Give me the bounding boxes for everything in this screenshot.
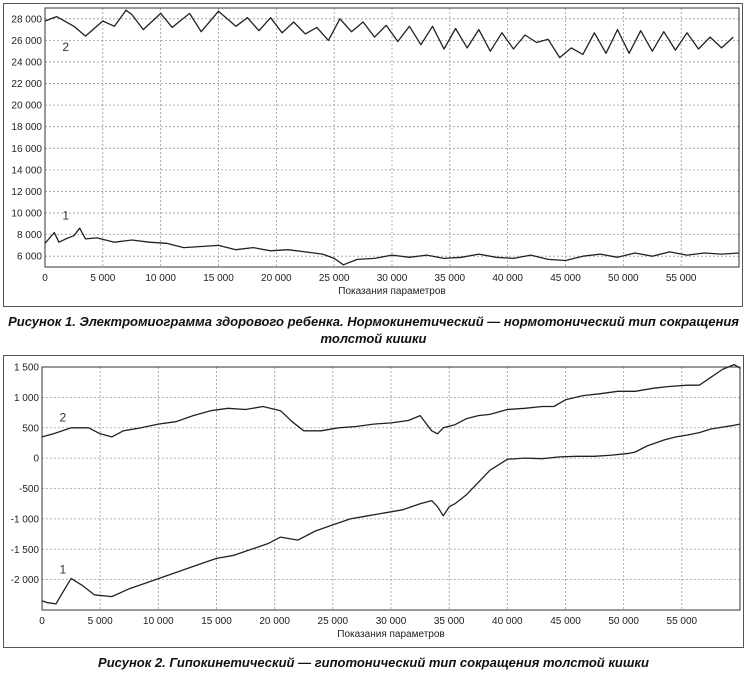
chart2-y-tick-label: 500 [22,423,39,434]
figure-1: 6 000 8 000 10 000 12 000 14 000 16 000 18 000… [3,3,743,346]
figure-1-caption: Рисунок 1. Электромиограмма здорового ре… [8,314,739,346]
chart1-series-1-line [44,227,740,266]
chart1-x-tick-label: 15 000 [203,273,234,284]
chart2-x-tick-label: 0 [39,616,45,627]
chart1-series-2-label: 2 [62,40,69,54]
chart1-x-axis-title: Показания параметров [338,286,445,297]
chart2-x-axis-title: Показания параметров [337,629,444,640]
chart1-y-tick-label: 10 000 [11,209,42,220]
chart1-x-tick-label: 25 000 [319,273,350,284]
chart1-x-tick-label: 45 000 [550,273,581,284]
figure-2-caption: Рисунок 2. Гипокинетический — гипотониче… [98,655,649,670]
chart1-y-tick-label: 22 000 [11,79,42,90]
chart2-x-tick-label: 30 000 [376,616,407,627]
chart1-y-tick-label: 6 000 [17,252,42,263]
chart2-x-tick-label: 10 000 [143,616,174,627]
chart2-y-tick-label: 0 [33,454,39,465]
chart2-x-tick-label: 15 000 [201,616,232,627]
chart1-x-tick-label: 50 000 [608,273,639,284]
chart1-x-tick-label: 55 000 [666,273,697,284]
chart1-x-tick-label: 5 000 [90,273,115,284]
chart1-series-1-label: 1 [62,209,69,223]
chart2-y-tick-label: 1 000 [14,393,39,404]
chart2-y-tick-label: -1 000 [11,514,40,525]
chart2-series-1-label: 1 [59,563,66,577]
chart2-x-tick-label: 35 000 [434,616,465,627]
chart1-plot-area [44,7,740,268]
chart2-series-2-line [41,363,741,438]
chart-1: 6 000 8 000 10 000 12 000 14 000 16 000 18 000… [3,3,743,307]
chart2-x-tick-label: 5 000 [88,616,113,627]
chart1-y-tick-label: 14 000 [11,165,42,176]
chart2-x-tick-label: 50 000 [608,616,639,627]
chart2-frame [3,355,744,648]
chart1-y-tick-label: 18 000 [11,122,42,133]
chart1-y-tick-label: 20 000 [11,101,42,112]
chart1-x-tick-label: 40 000 [492,273,523,284]
chart1-y-tick-label: 26 000 [11,36,42,47]
chart2-y-tick-label: -500 [19,484,39,495]
chart1-series-2-line [44,9,734,59]
chart1-x-tick-label: 10 000 [145,273,176,284]
chart1-x-tick-label: 20 000 [261,273,292,284]
chart1-x-tick-label: 0 [42,273,48,284]
chart2-y-tick-label: 1 500 [14,363,39,374]
chart2-x-tick-label: 25 000 [318,616,349,627]
chart1-y-tick-label: 28 000 [11,14,42,25]
chart2-x-tick-label: 40 000 [492,616,523,627]
chart1-y-tick-label: 12 000 [11,187,42,198]
figure-2: 1 500 1 000 500 0 -500 -1 000 -1 500 -2 000 0 5 0… [0,352,747,675]
chart1-y-tick-label: 24 000 [11,57,42,68]
chart1-y-tick-label: 8 000 [17,230,42,241]
chart2-series-2-label: 2 [59,411,66,425]
chart2-plot-area [41,366,741,611]
chart2-y-tick-label: -2 000 [11,575,40,586]
chart2-x-tick-label: 20 000 [259,616,290,627]
chart2-y-tick-label: -1 500 [11,545,40,556]
chart1-x-tick-label: 35 000 [435,273,466,284]
chart-2: 1 500 1 000 500 0 -500 -1 000 -1 500 -2 000 0 5 0… [3,355,744,648]
chart1-x-tick-label: 30 000 [377,273,408,284]
chart2-x-tick-label: 45 000 [550,616,581,627]
chart2-series-1-line [41,423,741,605]
chart2-x-tick-label: 55 000 [667,616,698,627]
chart1-y-tick-label: 16 000 [11,144,42,155]
